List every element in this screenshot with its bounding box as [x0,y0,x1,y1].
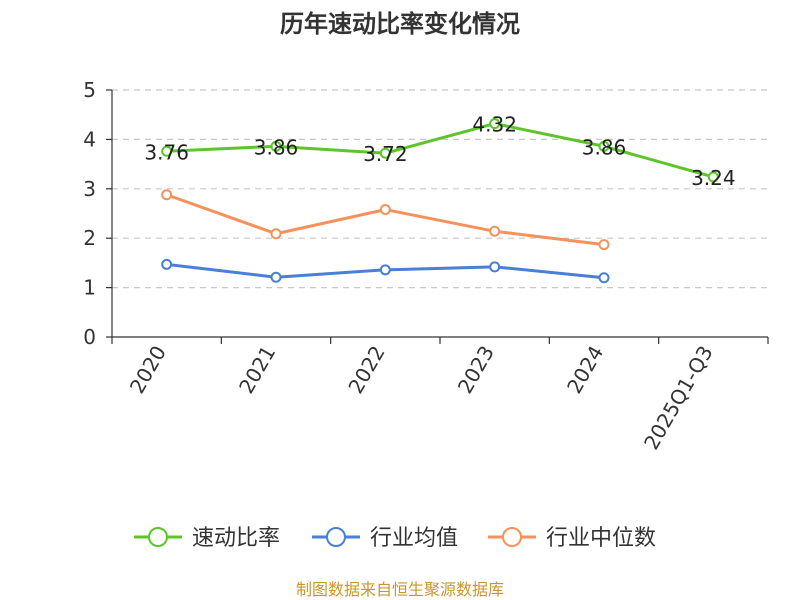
x-tick-label: 2020 [125,342,171,398]
legend-label: 行业均值 [370,526,458,551]
data-point [598,272,610,284]
data-point [707,171,719,183]
data-point [598,239,610,251]
legend-marker [502,527,522,547]
data-label: 3.76 [144,140,189,164]
data-point [489,261,501,273]
series-line [166,193,605,247]
data-point [379,147,391,159]
legend-marker [148,527,168,547]
data-label: 3.24 [691,166,736,190]
data-point [270,228,282,240]
data-point [489,118,501,130]
x-tick-label: 2023 [453,341,499,397]
series-line [166,122,714,179]
data-label: 3.72 [363,142,408,166]
x-tick-label: 2022 [343,342,389,398]
x-tick-label: 2025Q1-Q3 [639,342,718,454]
data-point [161,258,173,270]
legend-label: 速动比率 [192,526,280,551]
data-point [379,204,391,216]
y-tick-label: 1 [83,276,96,300]
data-point [379,264,391,276]
chart-title: 历年速动比率变化情况 [280,10,520,38]
data-label: 3.86 [254,135,299,159]
data-labels: 3.76 3.86 3.72 4.32 3.86 3.24 [144,113,735,190]
source-note: 制图数据来自恒生聚源数据库 [296,580,504,599]
data-point [161,145,173,157]
data-label: 3.86 [582,135,627,159]
x-tick-label: 2024 [562,342,608,398]
data-point [598,140,610,152]
data-point [270,140,282,152]
y-tick-label: 0 [83,325,96,349]
y-tick-label: 2 [83,226,96,250]
x-tick-label: 2021 [234,342,280,398]
y-tick-label: 4 [83,127,96,151]
data-point [489,225,501,237]
data-point [161,189,173,201]
legend-marker [326,527,346,547]
data-point [270,271,282,283]
data-label: 4.32 [472,113,517,137]
y-tick-label: 3 [83,177,96,201]
y-tick-label: 5 [83,78,96,102]
series-group [161,118,719,284]
grid [112,89,768,289]
legend-label: 行业中位数 [546,526,656,551]
legend: 速动比率 行业均值 行业中位数 [134,526,656,551]
